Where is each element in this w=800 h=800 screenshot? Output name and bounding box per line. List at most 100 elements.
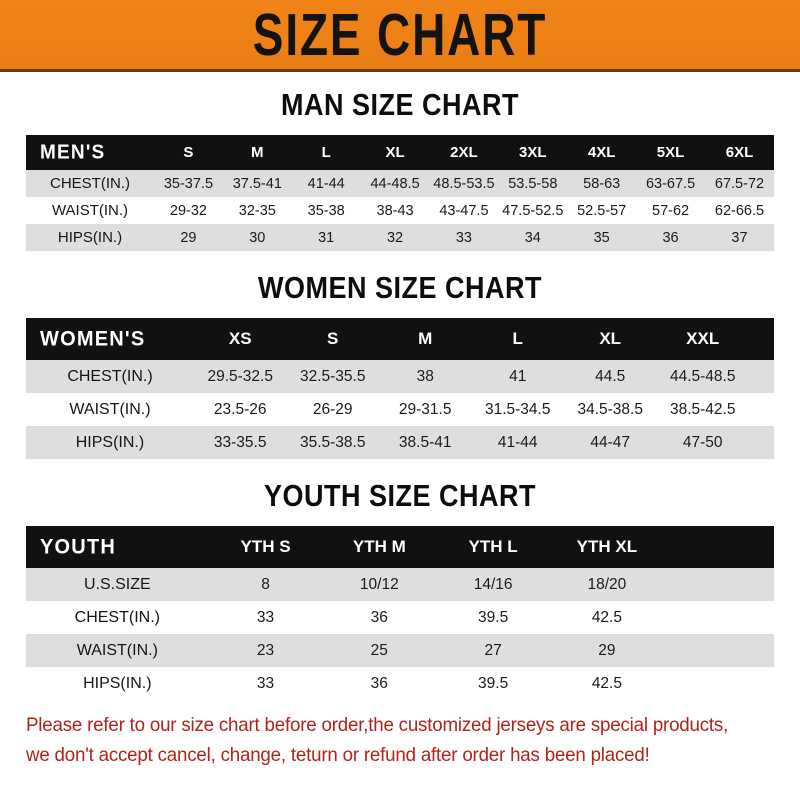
youth-corner-label: YOUTH bbox=[40, 534, 116, 559]
youth-measurement-cell: 10/12 bbox=[359, 575, 399, 593]
youth-table-head: YOUTH YTH S YTH M YTH L YTH XL bbox=[26, 526, 774, 568]
women-measurement-cell: 33-35.5 bbox=[213, 433, 267, 451]
youth-table-row: U.S.SIZE 8 10/12 14/16 18/20 bbox=[26, 568, 774, 601]
men-measurement-cell: 33 bbox=[455, 229, 472, 246]
men-table-row: HIPS(IN.) 29 30 31 32 33 34 35 36 37 bbox=[26, 224, 774, 251]
youth-table-row: CHEST(IN.) 33 36 39.5 42.5 bbox=[26, 601, 774, 634]
youth-row-filler bbox=[664, 601, 774, 634]
men-table-wrap: MEN'S S M L XL 2XL 3XL 4XL 5XL 6XL CHEST(IN.) 35-3… bbox=[26, 135, 774, 251]
youth-section-title: YOUTH SIZE CHART bbox=[263, 479, 536, 513]
men-measurement-cell: 32 bbox=[386, 229, 404, 246]
women-measurement-cell: 44.5 bbox=[595, 367, 626, 385]
men-section-title: MAN SIZE CHART bbox=[281, 88, 519, 122]
youth-row-label: WAIST(IN.) bbox=[76, 641, 158, 659]
men-measurement-cell: 32-35 bbox=[238, 202, 276, 219]
women-table-body: CHEST(IN.) 29.5-32.5 32.5-35.5 38 41 44.5 44.5… bbox=[26, 360, 774, 459]
men-size-header: 5XL bbox=[656, 144, 685, 161]
page-title: SIZE CHART bbox=[252, 1, 548, 68]
men-measurement-cell: 53.5-58 bbox=[508, 175, 558, 192]
men-row-label: WAIST(IN.) bbox=[51, 202, 129, 219]
men-measurement-cell: 35 bbox=[593, 229, 610, 246]
youth-row-label: CHEST(IN.) bbox=[74, 608, 160, 626]
youth-table-body: U.S.SIZE 8 10/12 14/16 18/20 CHEST(IN.) 33 36 39… bbox=[26, 568, 774, 700]
men-table-head: MEN'S S M L XL 2XL 3XL 4XL 5XL 6XL bbox=[26, 135, 774, 170]
men-size-header: 3XL bbox=[519, 144, 547, 161]
women-size-header: XXL bbox=[686, 329, 720, 348]
women-measurement-cell: 29.5-32.5 bbox=[207, 367, 273, 385]
youth-measurement-cell: 33 bbox=[256, 674, 275, 692]
men-measurement-cell: 37 bbox=[731, 229, 748, 246]
women-row-filler bbox=[749, 426, 774, 459]
men-measurement-cell: 29 bbox=[180, 229, 197, 246]
youth-measurement-cell: 8 bbox=[261, 575, 270, 593]
women-table-row: CHEST(IN.) 29.5-32.5 32.5-35.5 38 41 44.5 44.5… bbox=[26, 360, 774, 393]
women-measurement-cell: 32.5-35.5 bbox=[299, 367, 366, 385]
men-size-header: M bbox=[251, 144, 264, 161]
youth-row-filler bbox=[664, 634, 774, 667]
women-measurement-cell: 35.5-38.5 bbox=[299, 433, 366, 451]
men-measurement-cell: 47.5-52.5 bbox=[502, 202, 564, 219]
women-table-wrap: WOMEN'S XS S M L XL XXL CHEST(IN.) 29.5-32.5 32.… bbox=[26, 318, 774, 459]
youth-row-label: HIPS(IN.) bbox=[83, 674, 152, 692]
youth-measurement-cell: 42.5 bbox=[591, 608, 622, 626]
youth-header-row: YOUTH YTH S YTH M YTH L YTH XL bbox=[26, 526, 774, 568]
women-measurement-cell: 38 bbox=[416, 367, 434, 385]
men-measurement-cell: 52.5-57 bbox=[577, 202, 627, 219]
youth-measurement-cell: 39.5 bbox=[478, 608, 509, 626]
youth-row-filler bbox=[664, 568, 774, 601]
order-policy-note: Please refer to our size chart before or… bbox=[26, 700, 744, 770]
women-row-label: HIPS(IN.) bbox=[75, 433, 145, 451]
women-measurement-cell: 38.5-41 bbox=[398, 433, 452, 451]
women-measurement-cell: 41 bbox=[509, 367, 527, 385]
men-table-row: CHEST(IN.) 35-37.5 37.5-41 41-44 44-48.5 48.5… bbox=[26, 170, 774, 197]
men-measurement-cell: 48.5-53.5 bbox=[433, 175, 495, 192]
men-size-header: XL bbox=[385, 144, 405, 161]
women-row-label: CHEST(IN.) bbox=[67, 367, 153, 385]
youth-row-label: U.S.SIZE bbox=[83, 575, 151, 593]
women-measurement-cell: 44.5-48.5 bbox=[669, 367, 736, 385]
men-size-table: MEN'S S M L XL 2XL 3XL 4XL 5XL 6XL CHEST(IN.) 35-3… bbox=[26, 135, 774, 251]
youth-table-wrap: YOUTH YTH S YTH M YTH L YTH XL U.S.SIZE 8 10/1… bbox=[26, 526, 774, 700]
women-section-title: WOMEN SIZE CHART bbox=[258, 271, 542, 305]
men-size-header: 6XL bbox=[725, 144, 754, 161]
men-size-header: 4XL bbox=[587, 144, 616, 161]
women-measurement-cell: 44-47 bbox=[590, 433, 631, 451]
youth-size-table: YOUTH YTH S YTH M YTH L YTH XL U.S.SIZE 8 10/1… bbox=[26, 526, 774, 700]
women-measurement-cell: 41-44 bbox=[497, 433, 538, 451]
women-size-header: XL bbox=[599, 329, 622, 348]
men-size-header: L bbox=[321, 144, 331, 161]
youth-row-filler bbox=[664, 667, 774, 700]
men-measurement-cell: 41-44 bbox=[307, 175, 345, 192]
women-row-filler bbox=[749, 360, 774, 393]
women-measurement-cell: 23.5-26 bbox=[213, 400, 267, 418]
size-chart-banner: SIZE CHART bbox=[0, 0, 800, 72]
youth-measurement-cell: 27 bbox=[484, 641, 502, 659]
youth-measurement-cell: 25 bbox=[370, 641, 388, 659]
youth-measurement-cell: 39.5 bbox=[478, 674, 509, 692]
men-table-body: CHEST(IN.) 35-37.5 37.5-41 41-44 44-48.5 48.5… bbox=[26, 170, 774, 251]
men-size-header: 2XL bbox=[450, 144, 478, 161]
women-size-header: L bbox=[512, 329, 523, 348]
youth-size-header: YTH L bbox=[468, 537, 518, 556]
youth-measurement-cell: 33 bbox=[256, 608, 275, 626]
youth-size-section: YOUTH SIZE CHART YOUTH YTH S YTH M YTH L YTH… bbox=[0, 479, 800, 700]
men-corner-label: MEN'S bbox=[40, 140, 106, 163]
men-measurement-cell: 63-67.5 bbox=[645, 175, 696, 192]
policy-line-1: Please refer to our size chart before or… bbox=[26, 714, 729, 736]
youth-measurement-cell: 42.5 bbox=[591, 674, 622, 692]
women-size-header: XS bbox=[228, 329, 252, 348]
policy-line-2: we don't accept cancel, change, teturn o… bbox=[26, 744, 650, 767]
women-size-table: WOMEN'S XS S M L XL XXL CHEST(IN.) 29.5-32.5 32.… bbox=[26, 318, 774, 459]
youth-size-header: YTH S bbox=[240, 537, 291, 556]
women-measurement-cell: 47-50 bbox=[682, 433, 723, 451]
women-measurement-cell: 38.5-42.5 bbox=[669, 400, 736, 418]
men-measurement-cell: 34 bbox=[524, 229, 541, 246]
men-row-label: CHEST(IN.) bbox=[49, 175, 130, 192]
women-measurement-cell: 34.5-38.5 bbox=[577, 400, 643, 418]
men-measurement-cell: 43-47.5 bbox=[439, 202, 489, 219]
youth-measurement-cell: 23 bbox=[256, 641, 275, 659]
women-measurement-cell: 29-31.5 bbox=[398, 400, 452, 418]
men-measurement-cell: 35-37.5 bbox=[163, 175, 214, 192]
youth-header-filler bbox=[664, 526, 774, 568]
youth-measurement-cell: 29 bbox=[598, 641, 616, 659]
